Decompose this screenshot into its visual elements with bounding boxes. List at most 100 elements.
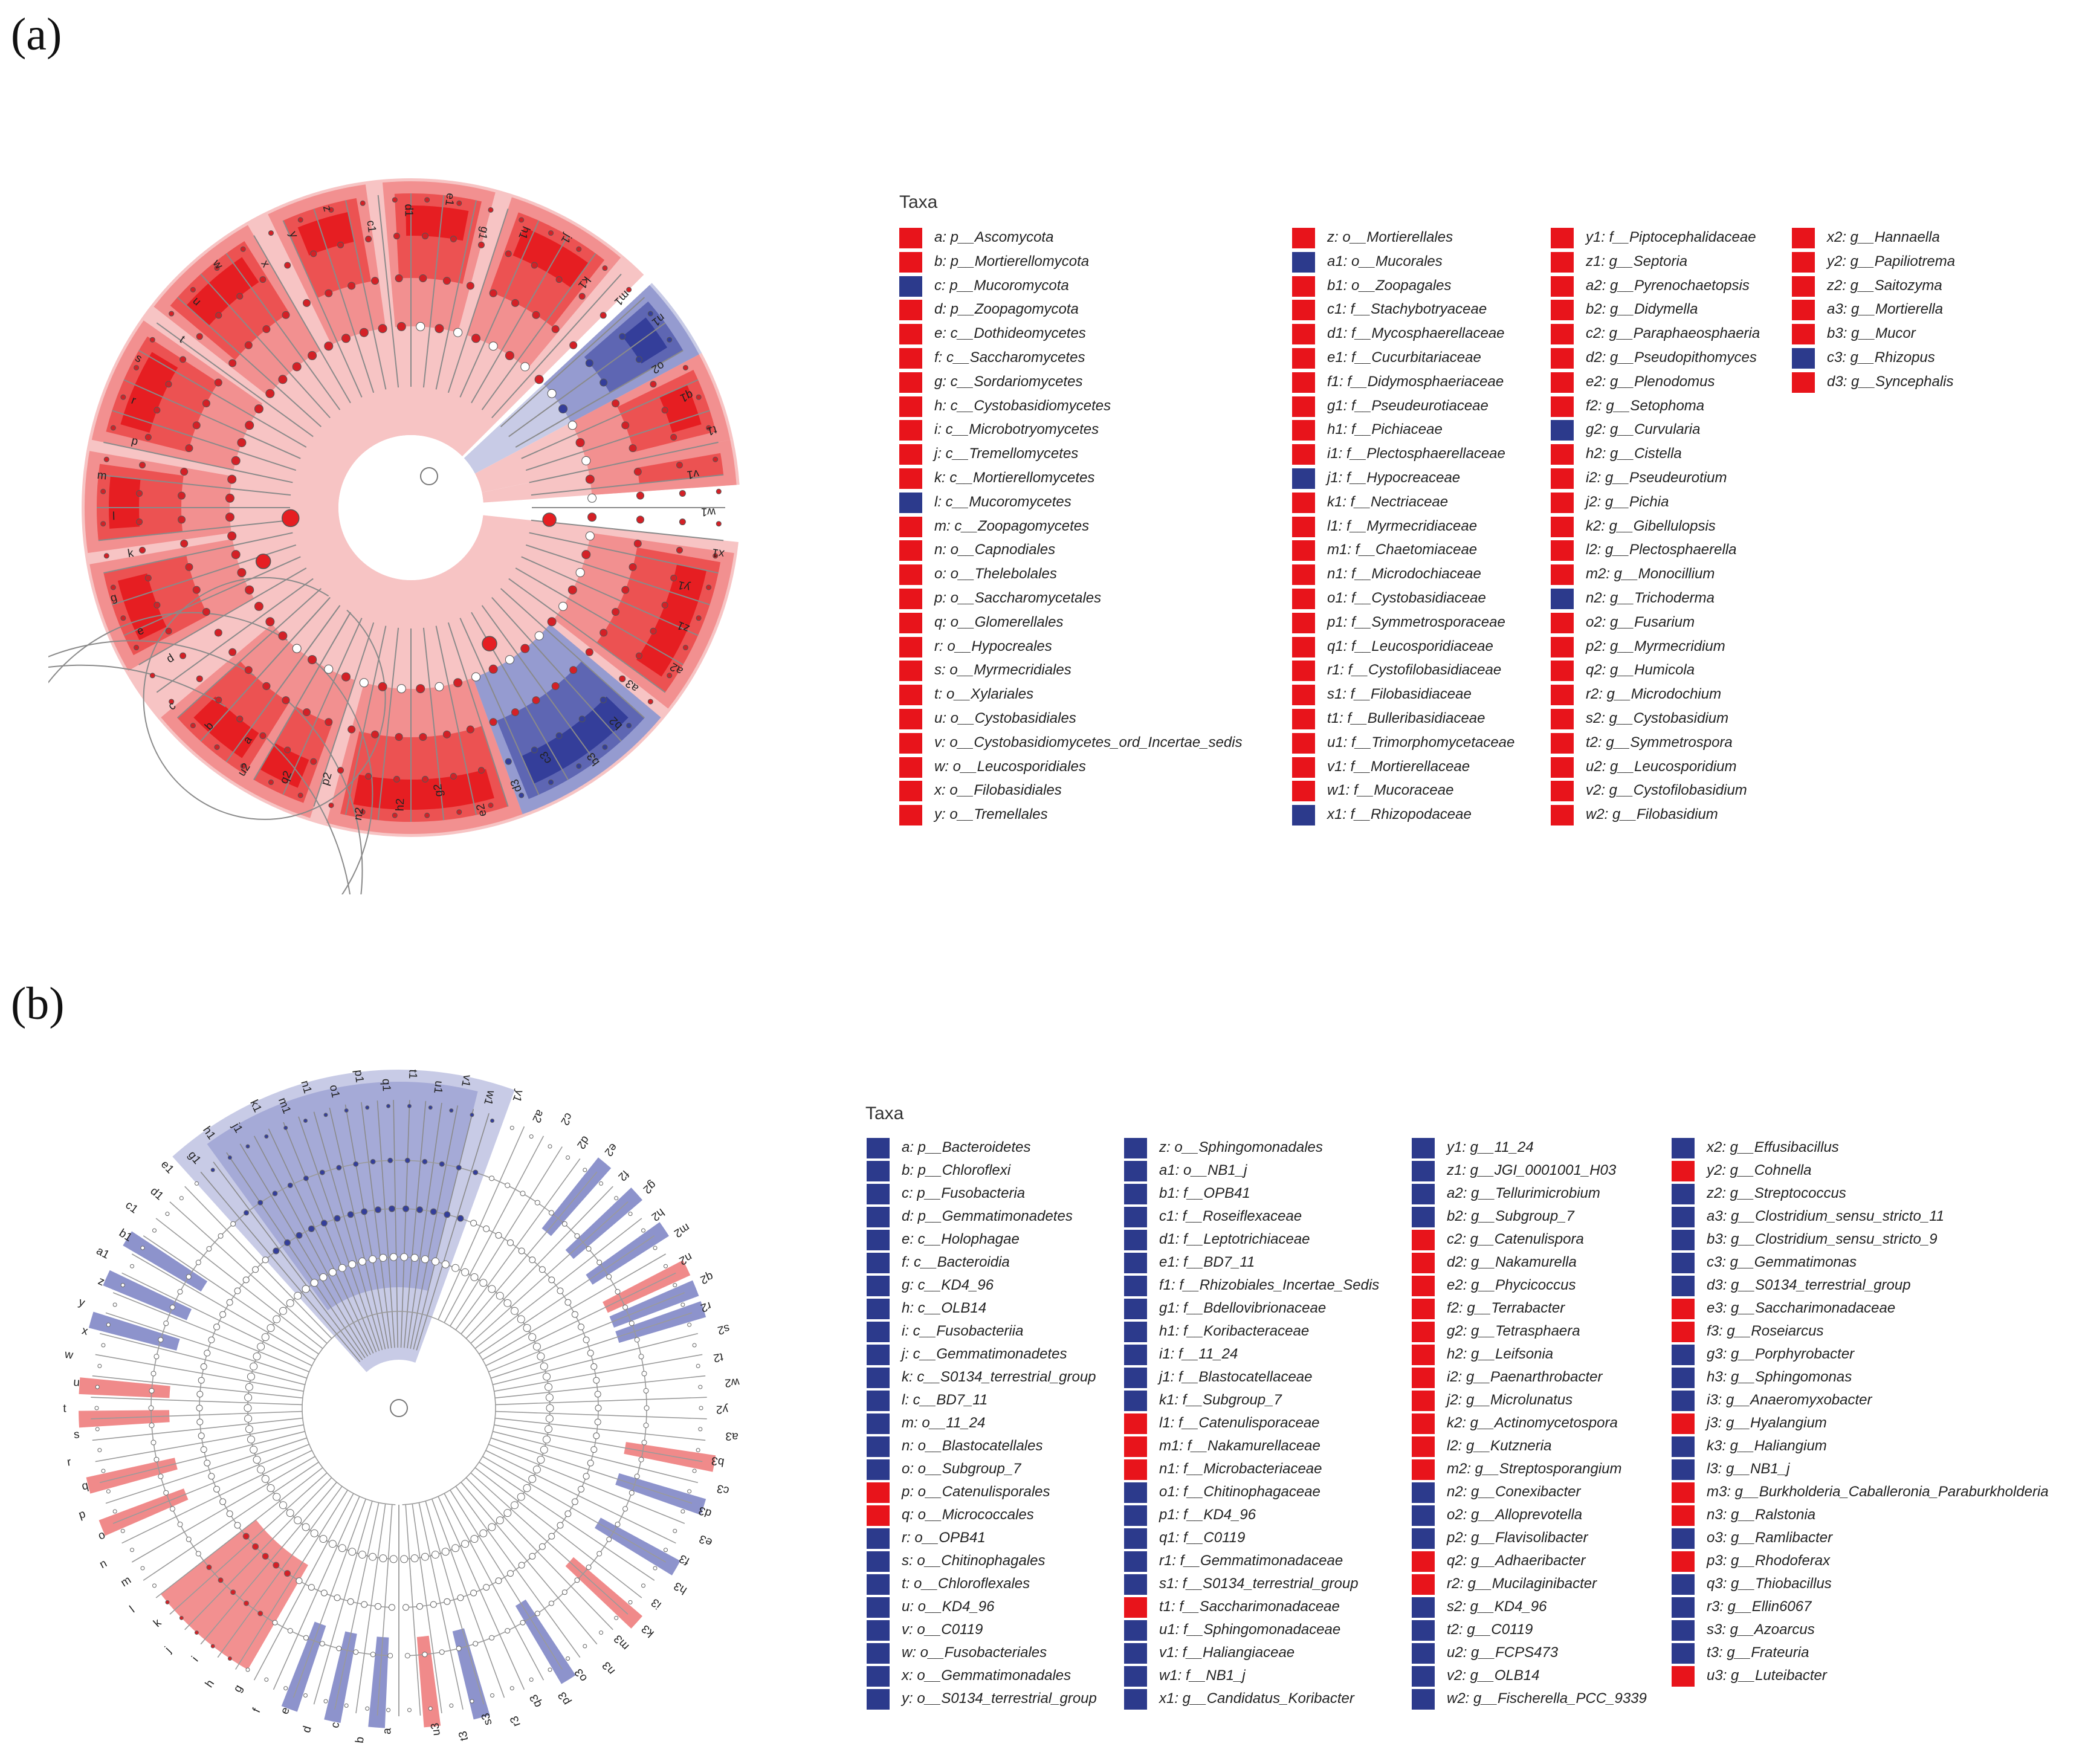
node	[599, 1181, 604, 1186]
node	[569, 341, 578, 349]
node	[158, 1337, 164, 1343]
node	[422, 1652, 428, 1658]
node	[393, 233, 400, 240]
node	[244, 1404, 252, 1412]
node	[324, 341, 334, 351]
legend-label: y1: g__11_24	[1447, 1139, 1534, 1155]
node	[278, 375, 288, 384]
node	[532, 1465, 541, 1474]
node	[410, 1554, 419, 1563]
node	[279, 1307, 287, 1315]
node	[528, 1475, 537, 1483]
node	[371, 730, 380, 738]
node	[428, 1706, 433, 1711]
legend-swatch	[1551, 468, 1574, 489]
node	[308, 655, 317, 665]
node	[555, 732, 563, 739]
node	[586, 1245, 592, 1252]
node	[404, 1157, 410, 1163]
node-major	[542, 512, 557, 527]
legend-label: h2: g__Cistella	[1586, 445, 1682, 462]
legend-label: g2: g__Tetrasphaera	[1447, 1323, 1580, 1339]
legend-swatch	[1551, 540, 1574, 561]
node	[286, 1509, 294, 1517]
legend-label: p2: g__Flavisolibacter	[1447, 1530, 1588, 1546]
legend-label: e1: f__Cucurbitariaceae	[1327, 349, 1481, 366]
node	[698, 1427, 703, 1432]
clade-label: k	[151, 1617, 164, 1630]
node	[629, 444, 637, 453]
clade-label: d2	[574, 1134, 592, 1151]
node	[529, 1134, 534, 1139]
node	[682, 364, 688, 370]
legend-label: w: o__Leucosporidiales	[934, 758, 1086, 775]
node	[679, 489, 686, 497]
legend-label: f2: g__Setophoma	[1586, 397, 1705, 414]
legend-swatch	[1792, 228, 1815, 248]
node	[621, 586, 630, 594]
node	[557, 1522, 564, 1529]
node	[206, 1245, 212, 1252]
node	[388, 1604, 395, 1611]
node	[511, 708, 520, 717]
node	[680, 1302, 685, 1307]
legend-swatch	[1124, 1689, 1147, 1710]
node	[150, 1439, 157, 1446]
legend-swatch	[1292, 589, 1315, 609]
legend-swatch	[867, 1391, 890, 1411]
clade-label: q1	[380, 1078, 393, 1091]
node	[422, 775, 429, 783]
node	[177, 1521, 183, 1527]
clade-label: t1	[705, 423, 718, 438]
legend-label: a1: o__NB1_j	[1159, 1162, 1247, 1178]
node	[202, 608, 210, 616]
node	[676, 462, 683, 469]
legend-swatch	[1412, 1322, 1435, 1342]
branch	[121, 1272, 312, 1366]
branch	[425, 1501, 485, 1705]
legend-label: l2: g__Kutzneria	[1447, 1438, 1552, 1454]
legend-label: d: p__Gemmatimonadetes	[902, 1208, 1073, 1224]
branch-arc	[199, 1208, 599, 1608]
node	[396, 321, 406, 331]
branch	[493, 1333, 699, 1386]
legend-swatch	[1551, 564, 1574, 586]
node	[505, 655, 514, 665]
clade-label: t2	[713, 1350, 724, 1364]
branch	[282, 220, 363, 398]
node	[404, 1653, 410, 1659]
node	[185, 563, 193, 571]
node	[360, 200, 366, 206]
node	[103, 553, 109, 559]
node	[696, 1363, 700, 1368]
legend-swatch	[867, 1413, 890, 1434]
node	[231, 456, 241, 465]
legend-swatch	[1292, 709, 1315, 729]
legend-swatch	[899, 781, 922, 802]
node	[261, 1333, 270, 1342]
branch	[184, 1477, 332, 1630]
branch-arc	[150, 1160, 647, 1656]
node	[416, 321, 425, 331]
node	[706, 584, 712, 590]
clade-highlight	[595, 1517, 680, 1575]
branch	[282, 618, 363, 795]
legend-label: u: o__KD4_96	[902, 1598, 995, 1615]
legend-label: o2: g__Alloprevotella	[1447, 1507, 1583, 1523]
node	[273, 1562, 280, 1569]
legend-label: a2: g__Pyrenochaetopsis	[1586, 277, 1750, 294]
node	[594, 1418, 601, 1426]
legend-label: n1: f__Microdochiaceae	[1327, 566, 1481, 583]
legend-swatch	[1124, 1276, 1147, 1296]
node	[540, 1362, 548, 1371]
legend-label: l3: g__NB1_j	[1707, 1461, 1790, 1477]
node	[457, 1215, 464, 1222]
node	[320, 1220, 328, 1227]
legend-swatch	[1292, 348, 1315, 369]
legend-label: b2: g__Didymella	[1586, 301, 1698, 318]
node	[576, 246, 582, 252]
legend-label: i1: f__Plectosphaerellaceae	[1327, 445, 1505, 462]
node	[534, 1200, 540, 1206]
node	[505, 1182, 511, 1188]
node	[190, 286, 196, 292]
